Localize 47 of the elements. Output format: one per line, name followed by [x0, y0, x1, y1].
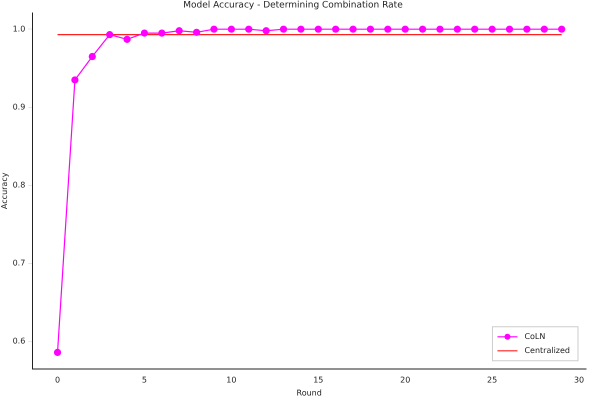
- point: [488, 26, 496, 33]
- point: [54, 348, 62, 356]
- y-tick-label: 0.8: [12, 180, 26, 190]
- y-tick-label: 0.9: [12, 102, 26, 112]
- point: [332, 26, 340, 33]
- x-tick-label: 5: [142, 376, 147, 385]
- point: [402, 26, 409, 33]
- point: [506, 26, 514, 33]
- point: [176, 27, 183, 34]
- point: [384, 26, 392, 33]
- point: [314, 26, 322, 33]
- point: [193, 28, 200, 36]
- point: [454, 26, 461, 33]
- point: [297, 26, 305, 33]
- chart-title: Model Accuracy - Determining Combination Rate: [183, 0, 404, 11]
- point: [280, 26, 288, 33]
- point: [418, 26, 426, 33]
- point: [471, 26, 478, 33]
- x-tick-label: 0: [54, 376, 60, 385]
- point: [366, 26, 374, 33]
- point: [106, 31, 114, 38]
- legend-label: CoLN: [524, 332, 546, 341]
- x-tick-label: 20: [400, 376, 410, 385]
- point: [262, 27, 270, 34]
- point: [558, 26, 566, 33]
- point: [123, 36, 131, 43]
- point: [88, 52, 96, 60]
- point: [349, 26, 357, 33]
- point: [540, 26, 548, 33]
- y-axis-title: Accuracy: [0, 172, 9, 210]
- point: [523, 26, 530, 33]
- point: [140, 30, 148, 37]
- x-axis-title: Round: [296, 388, 322, 398]
- x-tick-label: 15: [313, 376, 324, 385]
- x-tick-label: 30: [574, 376, 584, 385]
- point: [245, 26, 252, 33]
- legend-label: Centralized: [524, 346, 570, 355]
- point: [71, 76, 79, 84]
- point: [158, 30, 166, 37]
- y-tick-label: 0.7: [12, 258, 26, 268]
- point: [210, 26, 218, 33]
- y-tick-label: 1.0: [12, 24, 26, 34]
- point: [228, 26, 235, 33]
- x-tick-label: 10: [226, 376, 236, 385]
- x-tick-label: 25: [487, 376, 498, 385]
- point: [436, 26, 444, 33]
- y-tick-label: 0.6: [12, 336, 26, 346]
